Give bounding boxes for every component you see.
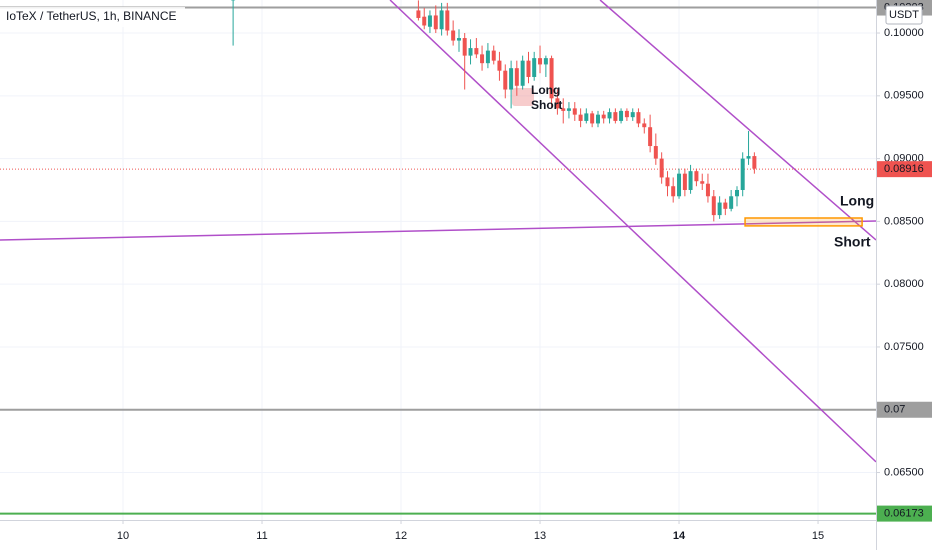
x-tick-label: 14: [673, 530, 686, 542]
candle-body: [451, 30, 456, 41]
annotation-short: Short: [834, 234, 871, 250]
candle-body: [578, 114, 583, 121]
y-tick-label: 0.08000: [884, 278, 924, 290]
candle-body: [729, 196, 734, 209]
candle-body: [462, 38, 467, 56]
candle-body: [624, 110, 629, 118]
candle-body: [468, 48, 473, 56]
grid: [0, 0, 876, 520]
axes: 0.100000.095000.090000.085000.080000.075…: [117, 0, 932, 542]
candle-body: [497, 60, 502, 71]
candle-body: [572, 108, 577, 115]
candle-body: [520, 60, 525, 86]
candle-body: [682, 173, 687, 190]
candle-body: [543, 58, 548, 65]
candle-body: [584, 113, 589, 121]
candle-body: [671, 186, 676, 197]
y-tick-label: 0.10000: [884, 27, 924, 39]
candle-body: [416, 10, 421, 18]
candle-body: [636, 112, 641, 124]
candle-body: [549, 58, 554, 99]
trendline: [599, 0, 876, 241]
candle-body: [705, 183, 710, 197]
x-tick-label: 11: [256, 530, 267, 542]
candle-body: [613, 112, 618, 121]
candle-body: [526, 60, 531, 77]
candle-body: [561, 108, 566, 111]
candle-body: [439, 10, 444, 30]
candle-body: [734, 189, 739, 197]
candle-body: [642, 123, 647, 128]
candle-body: [503, 70, 508, 90]
candle-body: [740, 158, 745, 190]
candle-body: [630, 112, 635, 118]
candle-body: [723, 202, 728, 209]
candle-body: [485, 50, 490, 64]
trendline: [389, 0, 876, 463]
candle-body: [659, 158, 664, 178]
candle-body: [700, 181, 705, 184]
position-marker: [512, 88, 534, 106]
chart-title: IoTeX / TetherUS, 1h, BINANCE: [6, 9, 177, 23]
candle-body: [427, 15, 432, 27]
y-tick-label: 0.06500: [884, 466, 924, 478]
plot-area: [0, 0, 876, 515]
last-price-label: 0.08916: [884, 163, 924, 175]
trendline: [0, 220, 876, 241]
candle-body: [595, 114, 600, 124]
y-tick-label: 0.07500: [884, 341, 924, 353]
annotation-long: Long: [840, 193, 874, 209]
candle-body: [601, 114, 606, 119]
candle-body: [514, 68, 519, 86]
candle-body: [566, 108, 571, 111]
candle-body: [694, 171, 699, 182]
candle-body: [555, 98, 560, 109]
candle-body: [480, 54, 485, 64]
price-label-box: [877, 401, 932, 418]
candle-body: [491, 50, 496, 61]
candle-body: [456, 38, 461, 41]
price-label: 0.06173: [884, 508, 924, 520]
candle-body: [752, 156, 757, 169]
candle-body: [746, 156, 751, 159]
candle-body: [590, 113, 595, 124]
candle-body: [653, 146, 658, 159]
y-tick-label: 0.09500: [884, 90, 924, 102]
annotation-long-small: Long: [531, 83, 560, 97]
candle-body: [607, 112, 612, 119]
price-label: 0.07: [884, 404, 905, 416]
x-tick-label: 15: [812, 530, 824, 542]
x-tick-label: 13: [534, 530, 546, 542]
candle-body: [665, 177, 670, 187]
candle-body: [711, 196, 716, 216]
candle-body: [619, 110, 624, 121]
candle-body: [688, 171, 693, 190]
currency-label: USDT: [889, 9, 919, 21]
x-tick-label: 12: [395, 530, 407, 542]
price-label-box: [877, 505, 932, 522]
candle-body: [648, 127, 653, 147]
candle-body: [538, 58, 543, 65]
candle-body: [717, 202, 722, 216]
candle-body: [433, 15, 438, 30]
candle-body: [677, 173, 682, 197]
candle-body: [509, 68, 514, 90]
title-backdrop: [0, 7, 185, 27]
candle-body: [445, 10, 450, 31]
y-tick-label: 0.08500: [884, 215, 924, 227]
last-price-box: [877, 161, 932, 178]
currency-box: [885, 5, 923, 25]
candle-body: [474, 48, 479, 55]
candle-body: [532, 58, 537, 77]
annotation-short-small: Short: [531, 98, 562, 112]
candle-body: [422, 16, 427, 26]
x-tick-label: 10: [117, 530, 129, 542]
long-short-zone: [744, 217, 863, 227]
